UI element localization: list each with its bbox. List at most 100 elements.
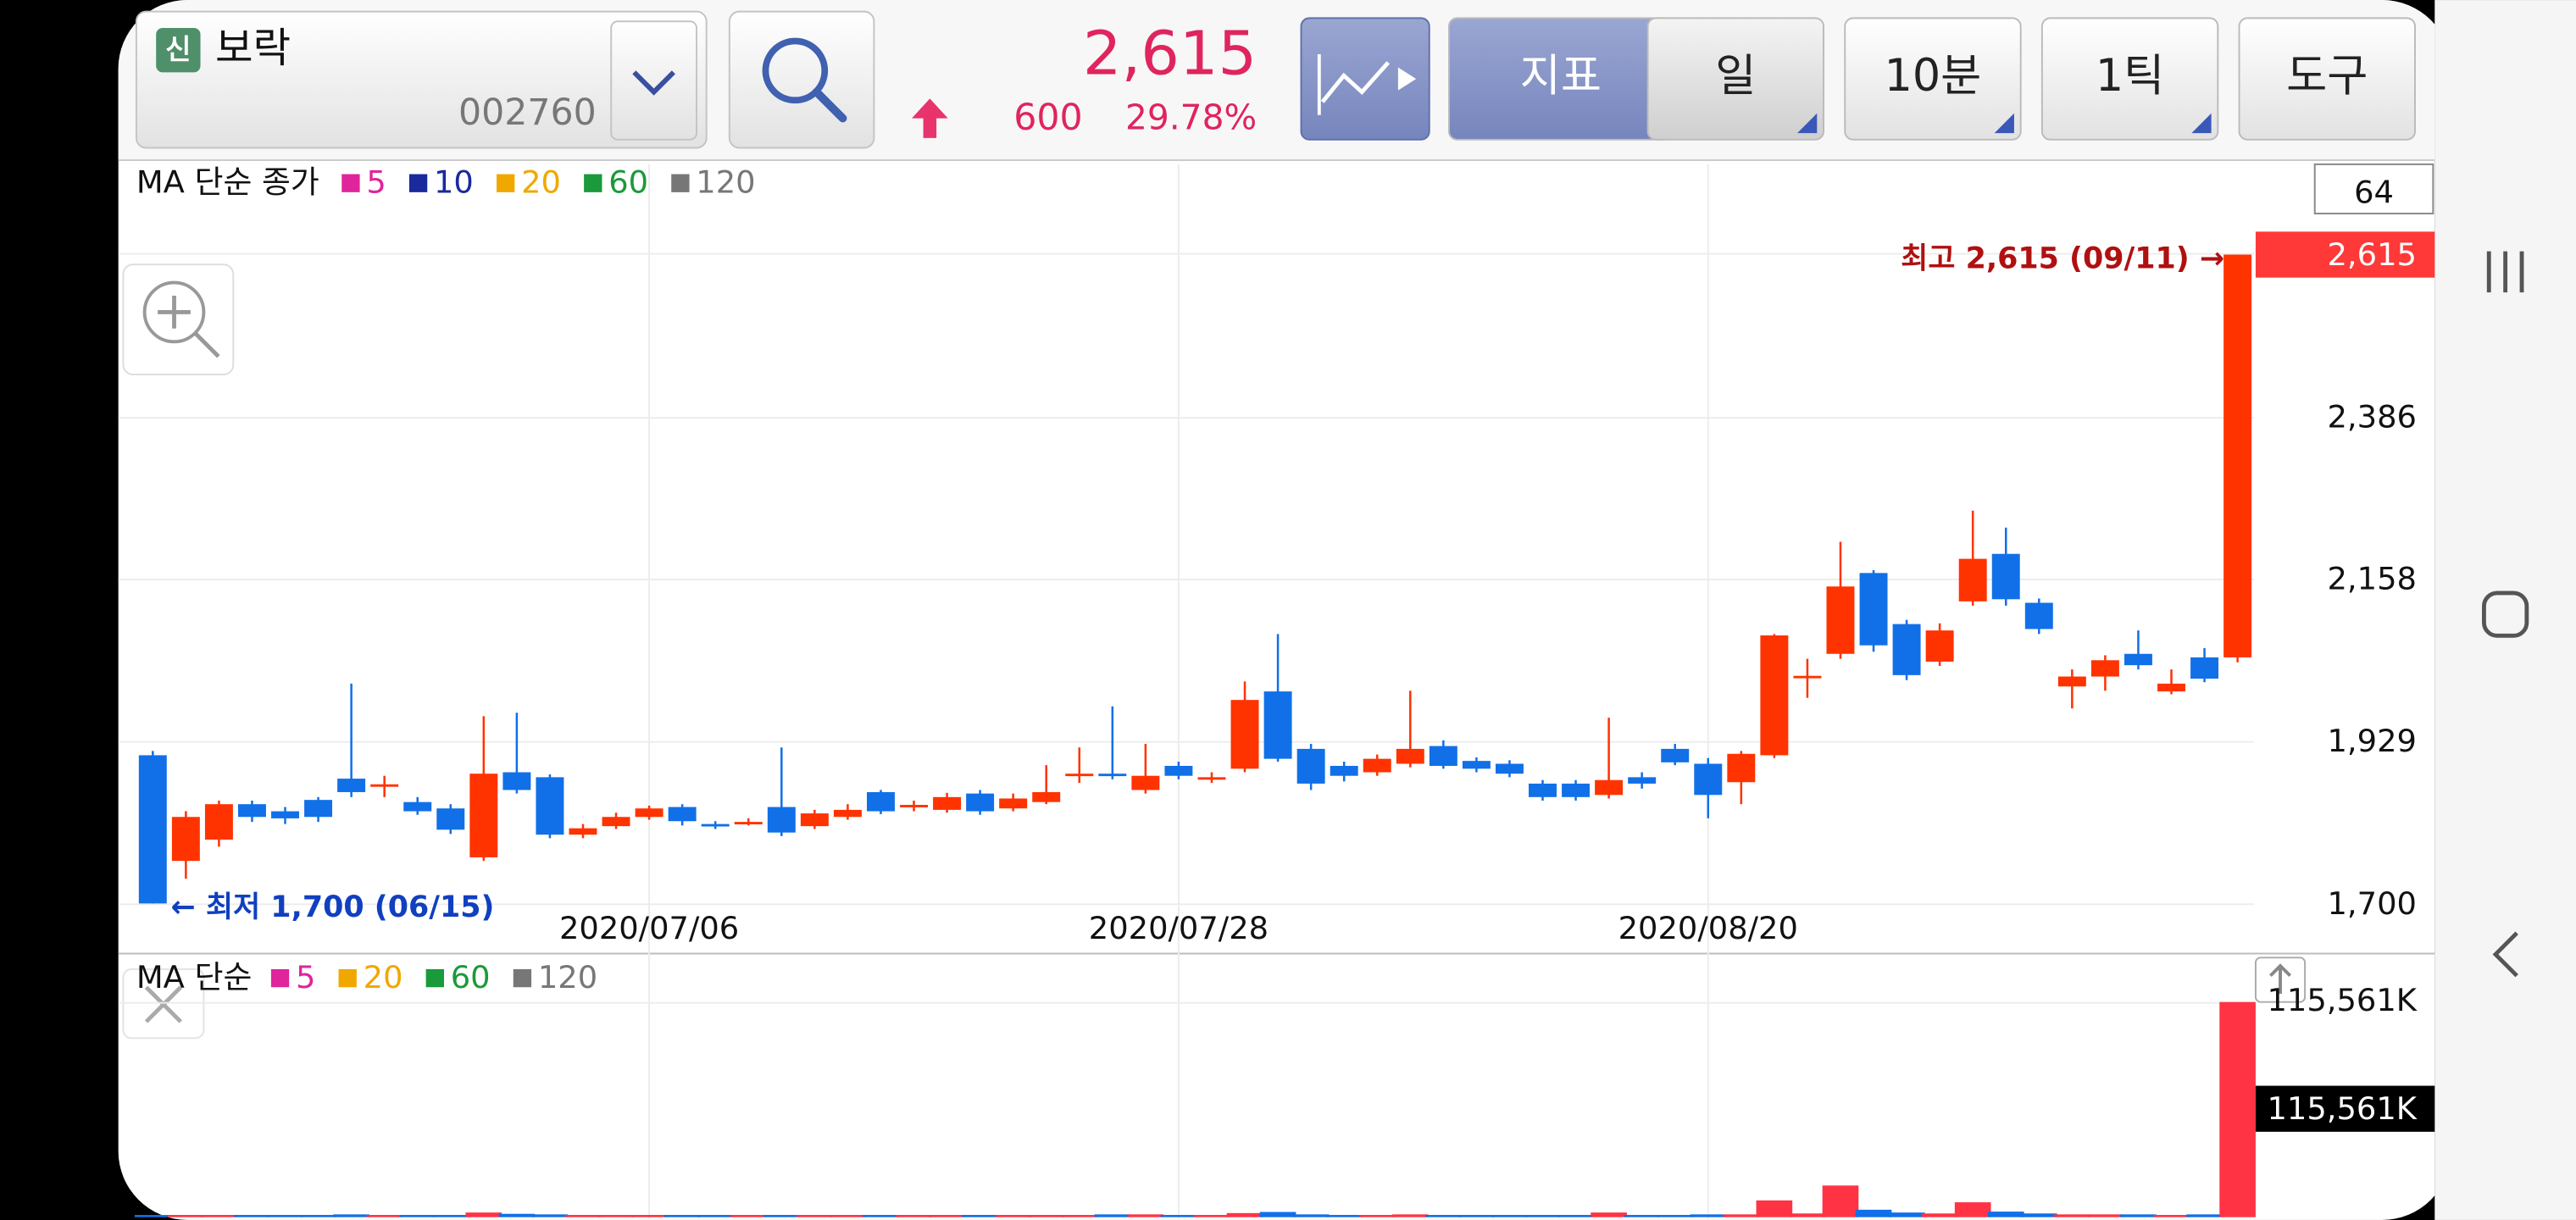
low-annotation: ← 최저 1,700 (06/15) xyxy=(171,890,495,924)
chart-type-button[interactable] xyxy=(1300,17,1430,141)
candle-body xyxy=(1330,765,1358,776)
candle-body xyxy=(337,779,366,792)
toolbar-button[interactable] xyxy=(2238,17,2416,141)
volume-bar xyxy=(1888,1212,1925,1217)
legend-label: 60 xyxy=(608,164,648,201)
volume-bar xyxy=(1789,1213,1826,1217)
line-icon xyxy=(1320,61,1391,103)
volume-bar xyxy=(1061,1215,1098,1217)
toolbar-buttons: 지표 일 10분 1틱 도구 xyxy=(1448,17,2416,141)
candle-body xyxy=(204,804,233,840)
stock-box[interactable] xyxy=(135,10,708,149)
volume-bar xyxy=(630,1215,668,1217)
legend-swatch xyxy=(497,174,515,192)
volume-bar xyxy=(498,1213,536,1217)
zoom-box[interactable] xyxy=(122,263,235,376)
toolbar-button-label[interactable]: 10분 xyxy=(1885,50,1982,102)
candle-body xyxy=(2190,657,2219,679)
plot: 2020/07/06 2020/07/28 2020/08/20 1,700 1,929… xyxy=(118,163,2435,1219)
toolbar-button-label[interactable]: 도구 xyxy=(2286,50,2368,102)
candle-body xyxy=(271,811,299,818)
price-change: 600 xyxy=(1013,97,1082,139)
volume-bar xyxy=(1160,1215,1197,1217)
dropdown-button[interactable] xyxy=(610,20,698,141)
candle-body xyxy=(2024,602,2053,629)
zoom-icon-cross xyxy=(158,296,220,358)
volume-bar xyxy=(1127,1214,1164,1217)
volume-bar xyxy=(1822,1185,1859,1217)
volume-bar xyxy=(1292,1214,1330,1217)
candle-body xyxy=(1595,779,1624,796)
last-price-label: 2,615 xyxy=(2328,236,2417,273)
candle-body xyxy=(1230,700,1259,769)
volume-bar xyxy=(432,1215,469,1217)
count-box xyxy=(2313,163,2434,215)
volume-bar xyxy=(465,1212,502,1217)
home-icon[interactable] xyxy=(2482,591,2529,638)
volume-bar xyxy=(1657,1215,1694,1217)
toolbar-button[interactable] xyxy=(2040,17,2219,141)
candle-body xyxy=(933,796,962,810)
candle-body xyxy=(1065,774,1094,777)
volume-bar xyxy=(797,1215,833,1217)
x-tick-label: 2020/08/20 xyxy=(1618,910,1798,946)
candle-body xyxy=(900,805,928,807)
volume-bar xyxy=(267,1215,303,1217)
volume-bar xyxy=(2087,1214,2124,1217)
volume-bar xyxy=(929,1215,965,1217)
toolbar-button-label[interactable]: 지표 xyxy=(1520,50,1602,102)
volume-bar xyxy=(2120,1214,2157,1217)
volume-bar xyxy=(134,1215,171,1217)
candle-body xyxy=(370,784,399,787)
toolbar-button-label[interactable]: 일 xyxy=(1715,50,1756,102)
volume-bar xyxy=(1756,1200,1793,1217)
x-tick-label: 2020/07/28 xyxy=(1089,910,1269,946)
zoom-in-button[interactable] xyxy=(122,263,235,376)
stock-selector[interactable]: 신 보락 002760 xyxy=(135,10,708,149)
candle-body xyxy=(701,824,730,827)
expand-button[interactable] xyxy=(2254,957,2307,1003)
volume-bar xyxy=(1226,1212,1263,1217)
y-tick-label: 1,929 xyxy=(2328,723,2417,759)
legend-label: 120 xyxy=(538,959,597,995)
toolbar-button[interactable] xyxy=(1844,17,2022,141)
volume-bar xyxy=(697,1215,734,1217)
volume-bar xyxy=(1458,1215,1495,1217)
volume-bar xyxy=(1028,1215,1065,1217)
candle-body xyxy=(1958,558,1987,602)
chart-type-box[interactable] xyxy=(1300,17,1430,141)
back-icon[interactable] xyxy=(2492,931,2518,978)
badge: 신 xyxy=(165,33,191,66)
volume-bar xyxy=(1524,1215,1561,1217)
nav-icons xyxy=(2482,251,2529,978)
volume-bar xyxy=(1690,1214,1727,1217)
y-tick-label: 115,561K xyxy=(2267,982,2417,1018)
candle-body xyxy=(1429,746,1457,766)
candle-body xyxy=(2223,254,2252,657)
volume-bar xyxy=(2186,1214,2223,1217)
zoom-icon xyxy=(142,280,206,344)
candle-body xyxy=(1131,775,1160,790)
volume-bar xyxy=(366,1215,402,1217)
volume-bar xyxy=(1855,1209,1892,1217)
volume-bar xyxy=(1954,1202,1991,1217)
candle-body xyxy=(966,793,995,812)
play-icon xyxy=(1397,67,1417,91)
dropdown-corner-icon xyxy=(1994,113,2014,134)
volume-bar xyxy=(564,1215,602,1217)
y-tick-label: 2,158 xyxy=(2328,560,2417,596)
volume-bar xyxy=(1987,1212,2024,1217)
legend-swatch xyxy=(341,174,360,192)
legend-label: 5 xyxy=(366,164,386,201)
candle-body xyxy=(1164,765,1193,776)
legend-swatch xyxy=(338,968,357,988)
search-button[interactable] xyxy=(728,10,875,149)
volume-bar xyxy=(234,1215,270,1217)
candle-body xyxy=(1263,691,1292,759)
candle-body xyxy=(734,822,763,825)
candle-body xyxy=(1793,675,1822,679)
toolbar-button[interactable] xyxy=(1646,17,1825,141)
toolbar-button-label[interactable]: 1틱 xyxy=(2096,50,2164,102)
candle-body xyxy=(1694,763,1723,796)
search-box[interactable] xyxy=(728,10,875,149)
